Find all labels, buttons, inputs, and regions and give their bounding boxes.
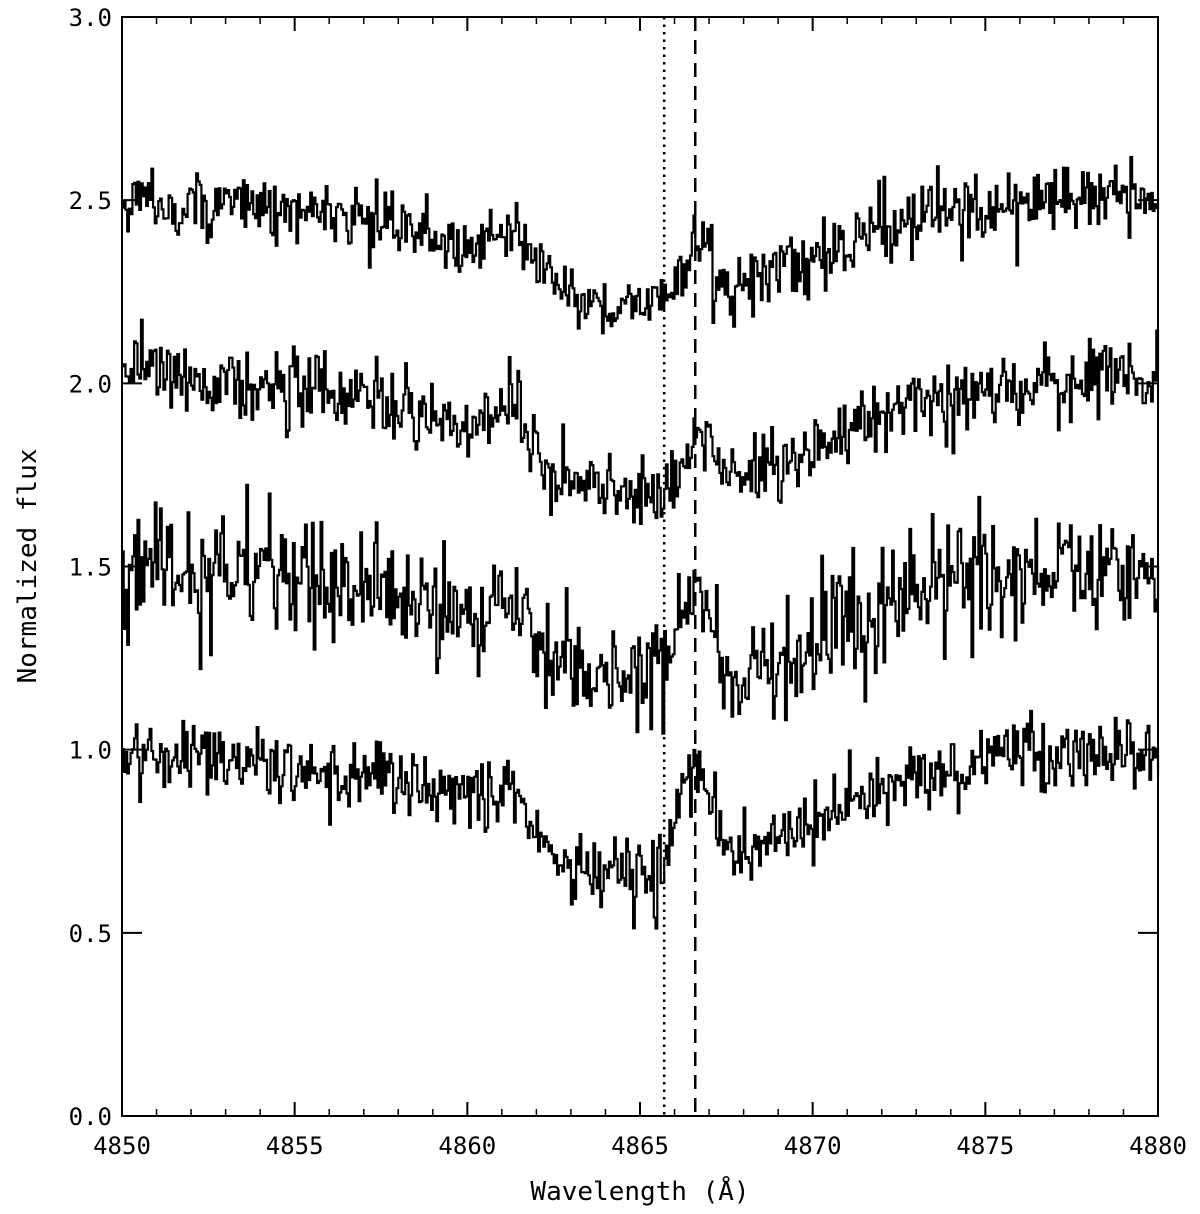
x-tick-label: 4860 xyxy=(438,1132,496,1160)
series-layer xyxy=(122,155,1160,930)
spectrum-series-3 xyxy=(122,483,1160,735)
y-tick-label: 0.5 xyxy=(69,920,112,948)
y-tick-label: 1.5 xyxy=(69,554,112,582)
x-tick-label: 4865 xyxy=(611,1132,669,1160)
spectrum-series-2 xyxy=(122,318,1160,525)
x-tick-label: 4875 xyxy=(956,1132,1014,1160)
spectrum-series-1 xyxy=(122,155,1160,335)
x-tick-label: 4870 xyxy=(784,1132,842,1160)
reference-lines xyxy=(662,17,697,1116)
y-tick-label: 2.5 xyxy=(69,187,112,215)
x-tick-label: 4855 xyxy=(266,1132,324,1160)
x-axis-title: Wavelength (Å) xyxy=(530,1175,749,1207)
spectrum-series-4 xyxy=(122,709,1160,930)
x-tick-label: 4880 xyxy=(1129,1132,1187,1160)
y-tick-label: 3.0 xyxy=(69,4,112,32)
y-axis-title: Normalized flux xyxy=(13,449,43,684)
y-tick-label: 2.0 xyxy=(69,370,112,398)
y-tick-label: 1.0 xyxy=(69,737,112,765)
x-axis: 4850 4855 4860 4865 4870 4875 4880 xyxy=(93,17,1187,1160)
plot-frame xyxy=(121,16,1159,1117)
x-tick-label: 4850 xyxy=(93,1132,151,1160)
y-tick-label: 0.0 xyxy=(69,1103,112,1131)
y-axis: 0.0 0.5 1.0 1.5 2.0 2.5 3.0 xyxy=(69,4,1158,1131)
